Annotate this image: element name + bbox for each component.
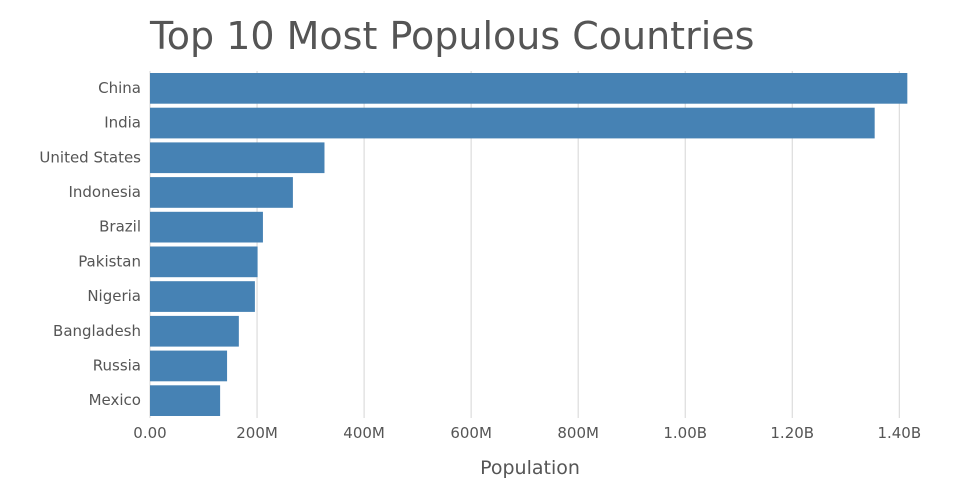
x-axis-label: Population: [480, 457, 580, 479]
y-tick-label: United States: [39, 148, 141, 166]
x-tick-label: 200M: [236, 424, 278, 442]
bar: [150, 142, 325, 174]
y-tick-label: Pakistan: [78, 252, 141, 270]
y-axis-tick-labels: China India United States Indonesia Brazil Pa…: [39, 79, 141, 409]
y-tick-label: Indonesia: [68, 183, 141, 201]
y-tick-label: China: [98, 79, 141, 97]
x-tick-label: 400M: [343, 424, 385, 442]
bar: [150, 350, 228, 382]
x-axis-tick-labels: 0.00 200M 400M 600M 800M 1.00B 1.20B 1.40B: [133, 424, 921, 442]
bar: [150, 385, 221, 416]
x-tick-label: 1.40B: [877, 424, 921, 442]
y-tick-label: Russia: [93, 356, 141, 374]
bar: [150, 107, 875, 139]
bar: [150, 177, 293, 208]
x-tick-label: 1.00B: [663, 424, 707, 442]
bar: [150, 281, 255, 312]
bar: [150, 211, 263, 243]
y-tick-label: Bangladesh: [53, 322, 141, 340]
y-tick-label: India: [104, 114, 141, 132]
x-tick-label: 0.00: [133, 424, 166, 442]
y-tick-label: Nigeria: [87, 287, 141, 305]
bar: [150, 246, 258, 278]
bar: [150, 315, 239, 347]
x-tick-label: 1.20B: [770, 424, 814, 442]
y-tick-label: Mexico: [89, 391, 141, 409]
x-tick-label: 600M: [450, 424, 492, 442]
bar: [150, 73, 908, 104]
y-tick-label: Brazil: [99, 218, 141, 236]
chart-title: Top 10 Most Populous Countries: [150, 14, 755, 58]
x-tick-label: 800M: [557, 424, 599, 442]
bars: [150, 73, 908, 416]
